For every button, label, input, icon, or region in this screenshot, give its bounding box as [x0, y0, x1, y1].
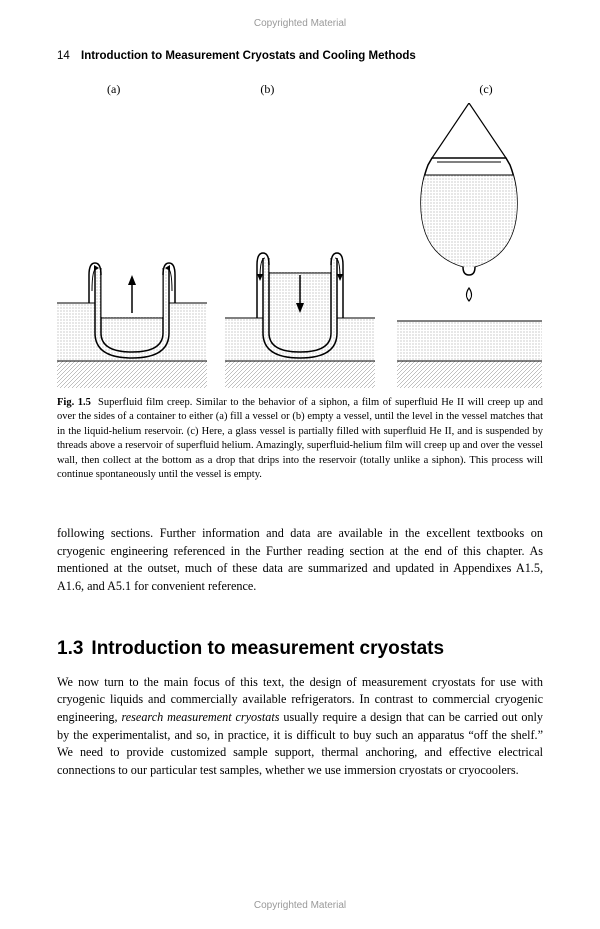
body-paragraph-1: following sections. Further information …	[57, 525, 543, 596]
watermark-top: Copyrighted Material	[254, 18, 346, 29]
figure-label-a: (a)	[107, 82, 120, 97]
figure-label-c: (c)	[479, 82, 492, 97]
caption-body: Superfluid film creep. Similar to the be…	[57, 397, 543, 480]
figure-label-b: (b)	[260, 82, 274, 97]
panel-a	[57, 263, 207, 388]
watermark-bottom: Copyrighted Material	[254, 900, 346, 911]
caption-lead: Fig. 1.5	[57, 397, 91, 408]
section-number: 1.3	[57, 638, 83, 659]
para2-em: research measurement cryostats	[121, 710, 279, 724]
page-content: 14 Introduction to Measurement Cryostats…	[0, 0, 600, 840]
section-title: Introduction to measurement cryostats	[91, 638, 444, 659]
figure-caption: Fig. 1.5 Superfluid film creep. Similar …	[57, 396, 543, 483]
figure-svg	[57, 103, 542, 388]
panel-b	[225, 253, 375, 388]
page-number: 14	[57, 50, 70, 62]
figure-labels: (a) (b) (c)	[57, 82, 543, 97]
chapter-title: Introduction to Measurement Cryostats an…	[81, 50, 416, 62]
panel-c	[397, 103, 542, 388]
page-header: 14 Introduction to Measurement Cryostats…	[57, 50, 543, 62]
body-paragraph-2: We now turn to the main focus of this te…	[57, 674, 543, 780]
section-heading: 1.3 Introduction to measurement cryostats	[57, 638, 543, 660]
